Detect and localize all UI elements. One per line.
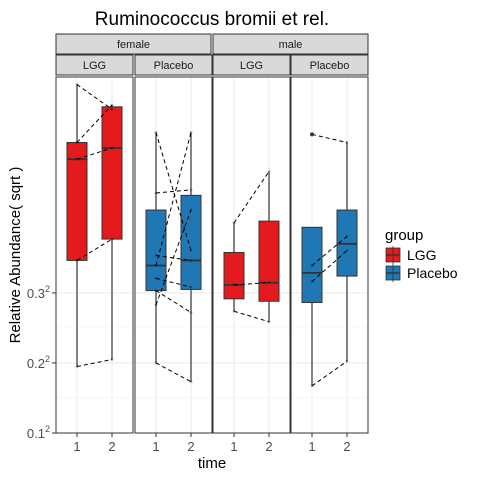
x-tick-label: 1 [308,439,315,454]
facet-label-outer: male [279,39,303,51]
paired-point [155,191,158,194]
paired-point [268,170,271,173]
x-tick-label: 1 [152,439,159,454]
paired-point [190,131,193,134]
legend: LGG Placebo [386,246,458,282]
x-tick-label: 2 [108,439,115,454]
y-axis-label: Relative Abundance( sqrt ) [7,167,24,344]
facet-label-inner: Placebo [154,60,194,72]
chart-title: Ruminococcus bromii et rel. [95,9,329,30]
paired-point [311,264,314,267]
paired-point [268,281,271,284]
facet-label-inner: LGG [240,60,263,72]
box [259,221,279,301]
paired-point [311,384,314,387]
paired-point [190,188,193,191]
paired-point [111,146,114,149]
paired-point [268,320,271,323]
paired-point [233,283,236,286]
x-axis-label: time [198,455,226,472]
paired-point [155,131,158,134]
paired-point [190,259,193,262]
box [102,107,122,239]
paired-point [111,238,114,241]
paired-point [190,286,193,289]
paired-point [76,259,79,262]
y-tick-label: 0.22 [27,354,50,371]
paired-point [311,280,314,283]
x-tick-label: 2 [343,439,350,454]
paired-point [155,361,158,364]
x-tick-label: 2 [187,439,194,454]
plot-area: female male LGG Placebo LGG Placebo 0.12 0.22 0.… [27,34,368,454]
x-tick-label: 1 [73,439,80,454]
paired-point [155,254,158,257]
paired-point [111,108,114,111]
paired-point [346,235,349,238]
paired-point [190,209,193,212]
paired-point [111,358,114,361]
legend-title: group [385,227,423,244]
paired-point [190,311,193,314]
facet-label-inner: LGG [83,60,106,72]
paired-point [190,249,193,252]
paired-point [346,141,349,144]
paired-point [155,264,158,267]
x-tick-label: 2 [265,439,272,454]
legend-label: LGG [407,247,437,263]
box [224,252,244,298]
paired-point [76,141,79,144]
paired-point [155,277,158,280]
facet-label-outer: female [117,39,150,51]
y-tick-label: 0.32 [27,284,50,301]
paired-point [76,365,79,368]
paired-point [233,310,236,313]
y-tick-label: 0.12 [27,424,50,441]
paired-point [155,289,158,292]
paired-point [190,380,193,383]
x-tick-label: 1 [230,439,237,454]
facet-label-inner: Placebo [310,60,350,72]
paired-point [233,221,236,224]
paired-point [155,303,158,306]
paired-point [76,158,79,161]
paired-point [346,249,349,252]
paired-point [111,103,114,106]
paired-point [76,83,79,86]
legend-label: Placebo [407,265,458,281]
outlier-point [310,132,314,136]
paired-point [346,360,349,363]
